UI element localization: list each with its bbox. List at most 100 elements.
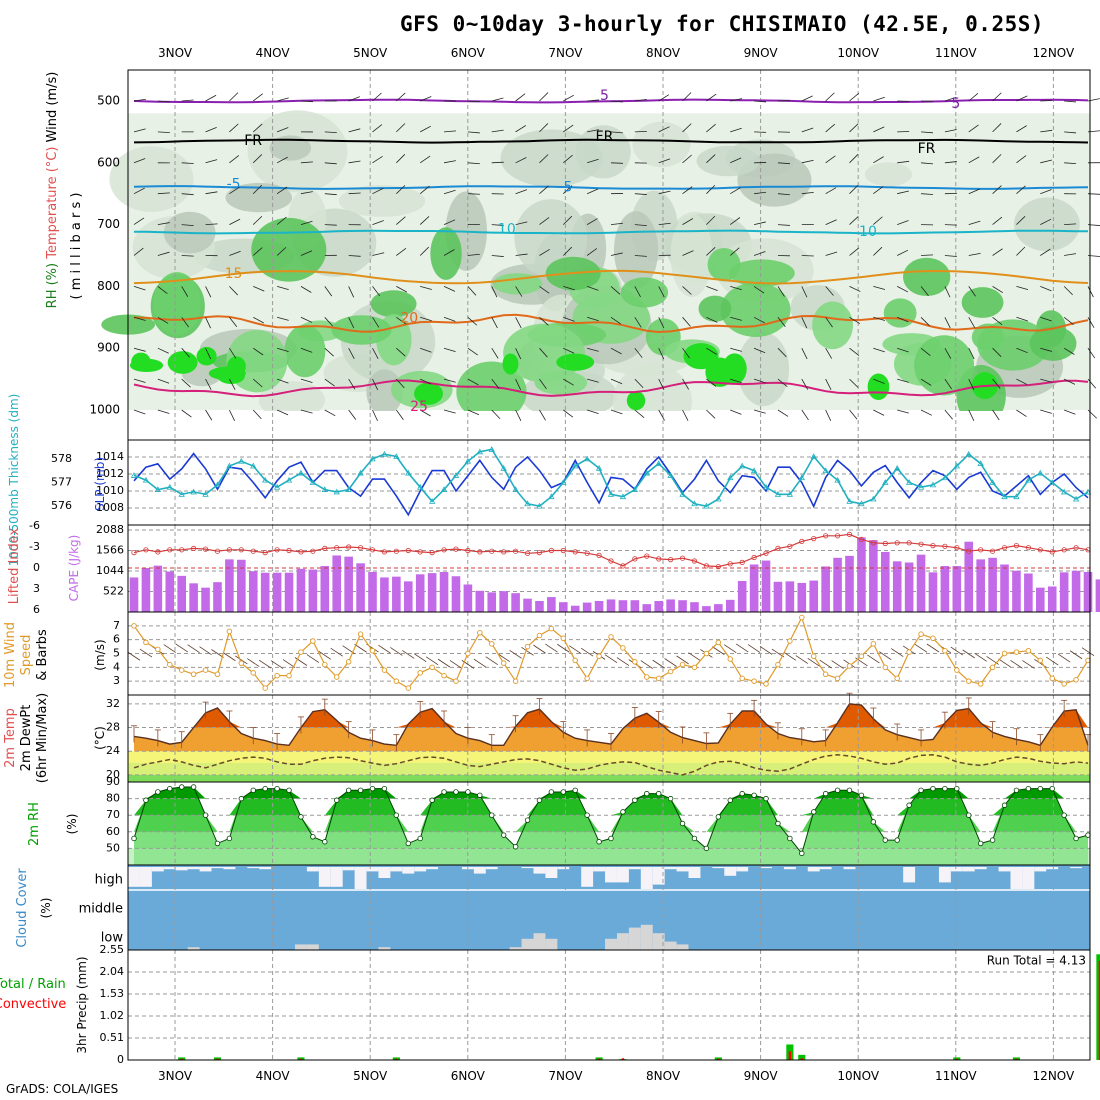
- rh-point: [739, 790, 745, 797]
- rh-point: [286, 787, 292, 793]
- wind-speed-point: [1061, 681, 1067, 687]
- high-cloud-bar: [1070, 867, 1083, 869]
- li-point: [167, 547, 173, 553]
- wind-barb: [443, 249, 455, 256]
- wind-barb: [682, 154, 692, 164]
- rh-saturated-shade: [502, 353, 519, 375]
- thickness-point: [166, 483, 173, 490]
- wind-barb: [157, 192, 170, 195]
- wind-speed-point: [572, 657, 578, 664]
- wind-barb: [825, 187, 837, 195]
- high-cloud-bar: [581, 867, 594, 887]
- top-day-label: 8NOV: [646, 46, 681, 60]
- wind-barb: [300, 347, 313, 353]
- wind-speed-point: [489, 641, 495, 647]
- wind-barb: [1040, 248, 1051, 256]
- rh-saturated-shade: [131, 352, 151, 372]
- top-day-label: 10NOV: [837, 46, 879, 60]
- thickness-point: [381, 450, 388, 457]
- wind-barb: [640, 660, 653, 669]
- wind-speed-point: [441, 672, 447, 679]
- high-cloud-bar: [366, 867, 379, 872]
- wind-barb: [992, 92, 1002, 102]
- wind-barb: [443, 160, 456, 164]
- wind-barb: [300, 409, 313, 414]
- wind-barb: [664, 658, 677, 667]
- wind-barb: [348, 96, 360, 102]
- thickness-point: [583, 455, 591, 462]
- wind-barb: [801, 255, 814, 257]
- thickness-point: [750, 467, 758, 474]
- wind-barb: [515, 317, 522, 329]
- wind-barb: [920, 378, 932, 386]
- wind-barb: [372, 124, 383, 133]
- pressure-tick-label: 800: [97, 279, 120, 293]
- wind-barb: [1040, 409, 1052, 414]
- rh-moist-shade: [620, 277, 669, 308]
- li-point: [918, 541, 924, 547]
- wind-barb: [491, 286, 498, 298]
- li-point: [608, 558, 614, 564]
- high-cloud-bar: [640, 867, 653, 889]
- wind-barb: [992, 286, 1004, 294]
- wind-barb: [634, 255, 647, 257]
- wind-barb: [825, 155, 836, 164]
- high-cloud-bar: [199, 867, 212, 872]
- wind-barb: [467, 347, 478, 356]
- wind-barb: [181, 409, 192, 418]
- thickness-line: [133, 448, 1089, 507]
- thickness-point: [500, 465, 507, 471]
- thickness-point: [273, 483, 281, 490]
- wind-barb: [968, 252, 981, 256]
- precip-total-bar: [953, 1057, 961, 1060]
- thickness-point: [321, 486, 328, 492]
- low-cloud-bar: [378, 947, 391, 950]
- thickness-point: [917, 483, 925, 490]
- wind-barb: [133, 409, 146, 415]
- wind-barb: [253, 286, 265, 292]
- wind-barb: [1063, 316, 1074, 326]
- precip-total-bar: [213, 1057, 222, 1060]
- wind-barb: [318, 650, 332, 660]
- wind-barb: [253, 93, 263, 102]
- high-cloud-bar: [306, 867, 319, 872]
- cape-li-panel: 522 1044 1566 2088 -6 -3 0 3 6 Lifted Index CAPE (…: [7, 519, 1100, 616]
- wind-tick-label: 5: [113, 647, 120, 660]
- wind-barb: [348, 317, 355, 329]
- top-day-label: 11NOV: [935, 46, 977, 60]
- wind-barb: [706, 347, 717, 355]
- wind-barb: [1016, 185, 1026, 195]
- thickness-axis-label: 1000-500mb Thickness (dm): [7, 394, 21, 567]
- rh-point: [822, 790, 829, 797]
- li-point: [214, 548, 221, 554]
- rh-tick-label: 50: [106, 841, 120, 854]
- cape-bar: [570, 605, 580, 612]
- wind-barb: [968, 92, 979, 102]
- wind-barb: [437, 658, 451, 668]
- wind-barb: [897, 286, 909, 293]
- wind-barb: [491, 347, 499, 359]
- thickness-point: [643, 469, 650, 476]
- cape-bar: [702, 606, 711, 612]
- wind-barb: [777, 193, 790, 196]
- wind-barb: [443, 189, 456, 195]
- wind-barb: [330, 647, 343, 657]
- precip-convective-bar: [597, 1058, 601, 1060]
- wind-barb: [157, 222, 170, 225]
- wind-speed-point: [989, 664, 996, 671]
- thickness-point: [1084, 488, 1092, 495]
- low-cloud-bar: [664, 941, 677, 950]
- wind-speed-point: [214, 671, 221, 678]
- wind-barb: [420, 286, 432, 290]
- wind-barb: [849, 216, 859, 225]
- wind-barb: [849, 92, 859, 102]
- wind-barb: [419, 155, 431, 164]
- contour-label: FR: [244, 133, 262, 149]
- wind-barb: [252, 154, 263, 164]
- rh-shade: [500, 129, 603, 187]
- cloud-cover-panel: high middle low Cloud Cover (%): [15, 865, 1090, 950]
- wind-barb: [801, 95, 813, 102]
- li-point: [787, 543, 793, 549]
